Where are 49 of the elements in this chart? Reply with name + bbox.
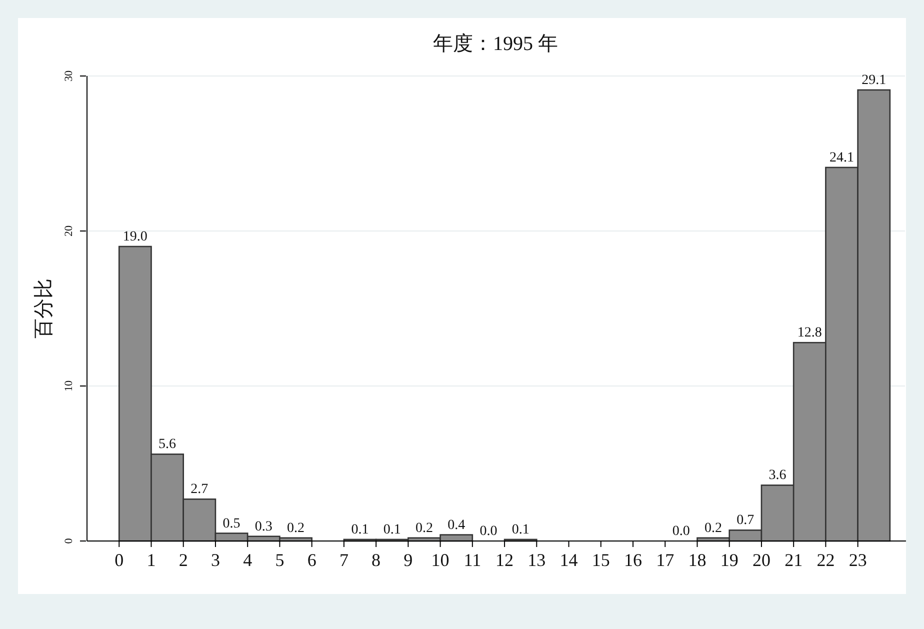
data-label: 0.5 bbox=[222, 516, 240, 532]
data-label: 29.1 bbox=[862, 72, 886, 88]
x-tick-label: 7 bbox=[339, 550, 348, 570]
data-label: 0.4 bbox=[448, 518, 466, 533]
x-tick-label: 0 bbox=[114, 550, 124, 570]
data-label: 0.7 bbox=[736, 513, 754, 528]
chart-title: 年度：1995 年 bbox=[433, 33, 558, 55]
data-label: 0.2 bbox=[415, 520, 433, 536]
data-label: 3.6 bbox=[768, 468, 786, 484]
y-axis-title: 百分比 bbox=[33, 278, 55, 338]
x-tick-label: 20 bbox=[752, 550, 770, 570]
data-label: 0.1 bbox=[351, 522, 369, 538]
data-label: 0.1 bbox=[383, 522, 401, 538]
x-tick-label: 19 bbox=[720, 550, 738, 570]
x-tick-label: 12 bbox=[496, 550, 514, 570]
x-tick-label: 10 bbox=[431, 550, 450, 570]
data-label: 0.3 bbox=[254, 519, 272, 534]
data-label: 24.1 bbox=[830, 150, 854, 166]
x-tick-label: 17 bbox=[656, 550, 674, 570]
x-tick-label: 4 bbox=[243, 550, 252, 570]
y-tick-label: 20 bbox=[63, 225, 75, 236]
x-tick-label: 9 bbox=[404, 550, 413, 570]
x-tick-label: 3 bbox=[210, 550, 220, 570]
data-label: 0.2 bbox=[704, 520, 722, 536]
x-tick-label: 14 bbox=[560, 550, 578, 570]
x-tick-label: 5 bbox=[275, 550, 284, 570]
data-label: 5.6 bbox=[158, 437, 176, 452]
y-tick-label: 0 bbox=[63, 538, 75, 544]
x-tick-label: 1 bbox=[146, 550, 156, 570]
x-tick-label: 16 bbox=[624, 550, 642, 570]
data-label: 12.8 bbox=[797, 326, 822, 341]
x-tick-label: 22 bbox=[816, 550, 835, 570]
x-tick-label: 6 bbox=[307, 550, 316, 570]
x-tick-label: 21 bbox=[784, 550, 803, 570]
data-label: 0.0 bbox=[480, 524, 498, 539]
data-label: 19.0 bbox=[122, 230, 148, 244]
y-tick-label: 30 bbox=[63, 70, 75, 82]
x-tick-label: 11 bbox=[464, 550, 482, 570]
data-label: 0.1 bbox=[512, 522, 530, 538]
x-tick-label: 15 bbox=[592, 550, 610, 570]
x-tick-label: 18 bbox=[688, 550, 706, 570]
x-tick-label: 13 bbox=[528, 550, 546, 570]
x-tick-label: 8 bbox=[372, 550, 381, 570]
y-tick-label: 10 bbox=[63, 380, 75, 392]
x-tick-label: 23 bbox=[848, 550, 867, 570]
data-label: 0.2 bbox=[287, 520, 305, 536]
data-label: 2.7 bbox=[190, 482, 208, 498]
data-label: 0.0 bbox=[672, 524, 690, 539]
x-tick-label: 2 bbox=[178, 550, 188, 570]
